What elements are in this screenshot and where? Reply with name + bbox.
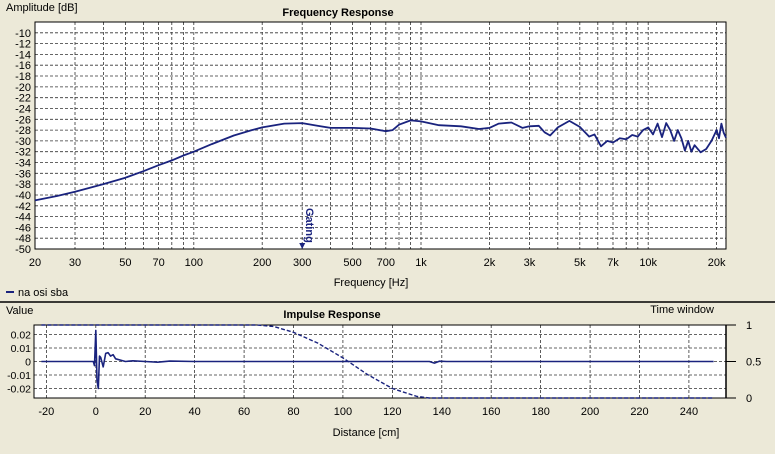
x-tick-label: 200 — [581, 406, 599, 418]
x-tick-label: 7k — [607, 257, 619, 269]
x-tick-label: 100 — [185, 257, 203, 269]
y-tick-label: -46 — [15, 222, 31, 234]
y-tick-label: -22 — [15, 93, 31, 105]
y-tick-label: -16 — [15, 60, 31, 72]
gating-marker — [299, 243, 306, 249]
x-tick-label: 30 — [69, 257, 81, 269]
x-tick-label: 140 — [433, 406, 451, 418]
x-tick-label: 10k — [639, 257, 657, 269]
plot-frame — [34, 21, 727, 250]
x-tick-label: 50 — [119, 257, 131, 269]
legend-label: na osi sba — [18, 287, 69, 299]
y-tick-label: -10 — [15, 28, 31, 40]
x-tick-label: 240 — [680, 406, 698, 418]
x-tick-label: 160 — [482, 406, 500, 418]
impulse-series — [41, 329, 714, 390]
chart-title: Frequency Response — [282, 7, 393, 19]
y-tick-label: -26 — [15, 114, 31, 126]
y-axis-label: Value — [6, 305, 33, 317]
plot-area — [35, 22, 726, 249]
x-tick-label: -20 — [38, 406, 54, 418]
x-tick-label: 1k — [415, 257, 427, 269]
x-axis-label: Distance [cm] — [333, 427, 400, 439]
y-tick-label: 0.02 — [11, 329, 32, 341]
x-tick-label: 20 — [139, 406, 151, 418]
x-tick-label: 3k — [524, 257, 536, 269]
impulse-response-chart: -20 0 20 40 60 80 100 120 140 160 180 200 220 2400.02… — [6, 304, 761, 439]
y-axis-label: Amplitude [dB] — [6, 2, 78, 14]
y-tick-label: -20 — [15, 82, 31, 94]
time-window-series — [41, 324, 714, 399]
x-tick-label: 120 — [383, 406, 401, 418]
y-tick-label: -14 — [15, 49, 31, 61]
x-tick-label: 300 — [293, 257, 311, 269]
x-tick-label: 40 — [189, 406, 201, 418]
x-tick-label: 220 — [630, 406, 648, 418]
x-tick-label: 5k — [574, 257, 586, 269]
y-tick-label: -0.01 — [7, 370, 31, 382]
y-tick-label: -38 — [15, 179, 31, 191]
x-tick-label: 70 — [152, 257, 164, 269]
y-tick-label: -18 — [15, 71, 31, 83]
frequency-response-chart: -10-12-14-16-18-20-22-24-26-28-30-32-34-… — [6, 2, 727, 299]
x-tick-label: 60 — [238, 406, 250, 418]
y2-tick-label: 1 — [746, 320, 752, 332]
y-tick-label: -32 — [15, 147, 31, 159]
y-tick-label: -42 — [15, 201, 31, 213]
x-tick-label: 200 — [253, 257, 271, 269]
x-tick-label: 20 — [29, 257, 41, 269]
y-tick-label: 0.01 — [11, 343, 32, 355]
y-tick-label: -36 — [15, 168, 31, 180]
y2-tick-label: 0.5 — [746, 357, 761, 369]
y2-tick-label: 0 — [746, 393, 752, 405]
y-tick-label: -28 — [15, 125, 31, 137]
x-tick-label: 500 — [343, 257, 361, 269]
y-tick-label: -50 — [15, 244, 31, 256]
y-tick-label: -24 — [15, 103, 31, 115]
chart-title: Impulse Response — [283, 309, 380, 321]
y-tick-label: -0.02 — [7, 384, 31, 396]
y-tick-label: 0 — [25, 357, 31, 369]
y-tick-label: -12 — [15, 39, 31, 51]
y2-axis-label: Time window — [650, 304, 714, 316]
y-tick-label: -48 — [15, 233, 31, 245]
x-tick-label: 100 — [334, 406, 352, 418]
x-tick-label: 80 — [287, 406, 299, 418]
y-tick-label: -30 — [15, 136, 31, 148]
x-tick-label: 20k — [708, 257, 726, 269]
x-tick-label: 2k — [484, 257, 496, 269]
x-axis-label: Frequency [Hz] — [334, 277, 409, 289]
frequency-response-series — [34, 119, 727, 202]
x-tick-label: 180 — [531, 406, 549, 418]
y-tick-label: -34 — [15, 158, 31, 170]
x-tick-label: 0 — [93, 406, 99, 418]
gating-annotation: Gating — [303, 208, 315, 243]
x-tick-label: 700 — [377, 257, 395, 269]
y-tick-label: -44 — [15, 212, 31, 224]
y-tick-label: -40 — [15, 190, 31, 202]
